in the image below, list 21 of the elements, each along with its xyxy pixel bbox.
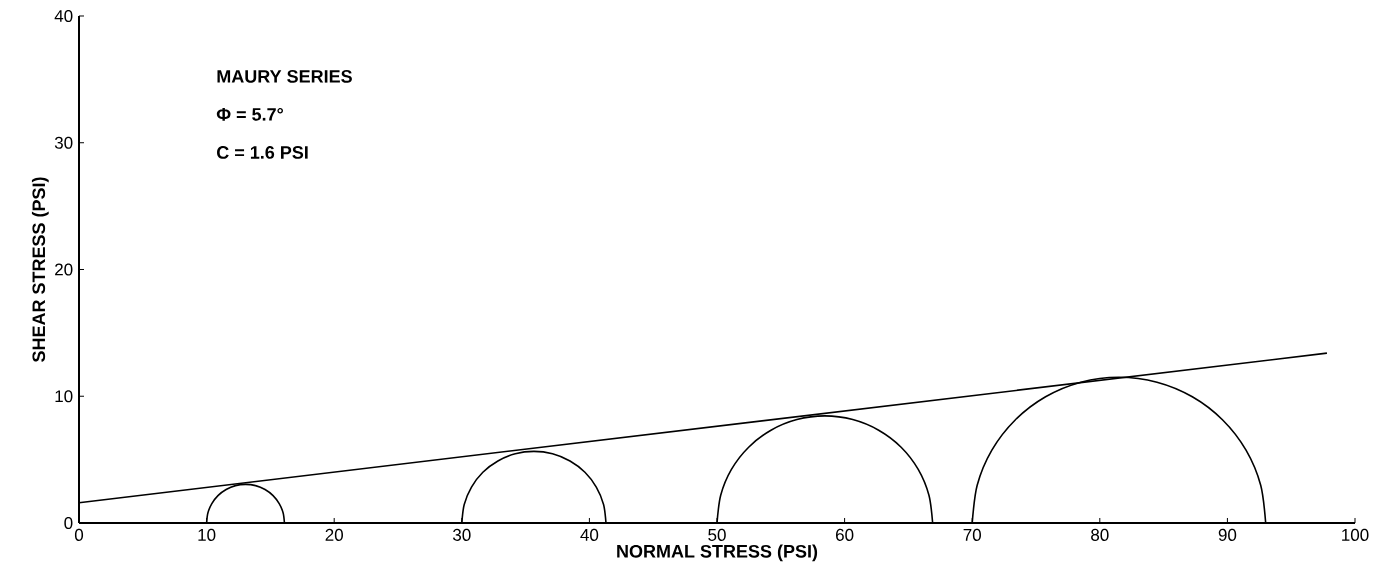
x-tick-label: 30	[452, 528, 471, 541]
x-tick-label: 90	[1218, 528, 1237, 541]
x-tick-label: 10	[198, 528, 216, 541]
x-tick-label: 80	[1091, 528, 1109, 541]
y-tick-label: 10	[55, 390, 73, 403]
x-tick-label: 60	[836, 528, 854, 541]
y-tick-label: 30	[54, 136, 73, 149]
y-tick-label: 40	[54, 9, 73, 23]
annotation: C = 1.6 PSI	[217, 146, 308, 159]
y-axis-title: SHEAR STRESS (PSI)	[31, 177, 49, 362]
x-tick-label: 0	[74, 528, 84, 541]
annotation: Φ = 5.7°	[216, 108, 284, 121]
x-tick-label: 70	[963, 528, 981, 541]
x-tick-label: 50	[708, 528, 726, 541]
y-tick-label: 0	[64, 516, 73, 530]
x-tick-label: 100	[1342, 528, 1369, 541]
y-tick-label: 20	[55, 263, 73, 276]
annotation: MAURY SERIES	[217, 70, 352, 83]
x-tick-label: 40	[580, 528, 599, 541]
x-tick-label: 20	[325, 528, 343, 541]
x-axis-title: NORMAL STRESS (PSI)	[617, 544, 818, 562]
